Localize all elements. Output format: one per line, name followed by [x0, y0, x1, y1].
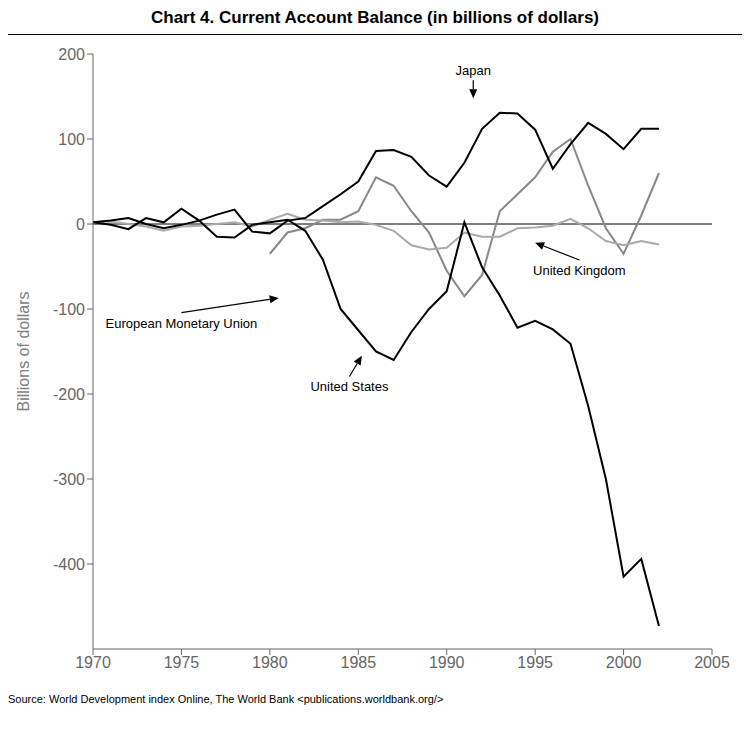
svg-text:-300: -300: [53, 471, 85, 488]
svg-text:1975: 1975: [164, 654, 200, 671]
svg-text:United Kingdom: United Kingdom: [533, 263, 626, 278]
svg-text:100: 100: [58, 131, 85, 148]
svg-text:European Monetary Union: European Monetary Union: [106, 316, 258, 331]
html-text:Chart 4. Current Account Balan: Chart 4. Current Account Balance (in bil…: [151, 8, 599, 27]
svg-text:1990: 1990: [429, 654, 465, 671]
svg-text:2000: 2000: [606, 654, 642, 671]
svg-text:Japan: Japan: [456, 63, 491, 78]
svg-text:1985: 1985: [340, 654, 376, 671]
svg-text:United States: United States: [310, 379, 389, 394]
svg-text:200: 200: [58, 46, 85, 63]
svg-text:Billions of dollars: Billions of dollars: [15, 291, 32, 411]
svg-text:1980: 1980: [252, 654, 288, 671]
svg-text:1970: 1970: [75, 654, 111, 671]
svg-text:1995: 1995: [517, 654, 553, 671]
svg-text:0: 0: [76, 216, 85, 233]
svg-text:-400: -400: [53, 556, 85, 573]
svg-text:2005: 2005: [694, 654, 730, 671]
svg-text:-200: -200: [53, 386, 85, 403]
svg-text:-100: -100: [53, 301, 85, 318]
html-text:Source: World Development inde: Source: World Development index Online, …: [8, 693, 444, 705]
